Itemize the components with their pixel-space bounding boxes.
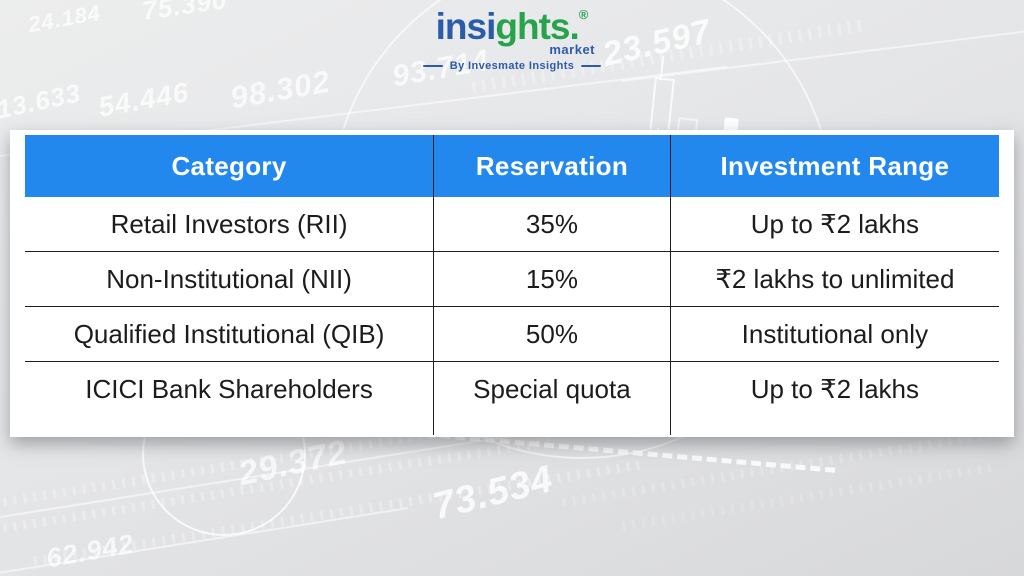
table-cell-category: ICICI Bank Shareholders <box>25 362 434 435</box>
column-header-reservation: Reservation <box>433 135 670 197</box>
table-cell-category: Qualified Institutional (QIB) <box>25 307 434 362</box>
brand-logo: insights.® market By Invesmate Insights <box>0 8 1024 72</box>
logo-text-green: ghts. <box>495 6 579 47</box>
logo-tagline: By Invesmate Insights <box>449 60 575 72</box>
table-cell-reservation: 15% <box>433 252 670 307</box>
table-panel: Category Reservation Investment Range Re… <box>10 130 1014 437</box>
column-header-category: Category <box>25 135 434 197</box>
ticker-dots-texture <box>621 462 999 531</box>
logo-sub-brand: market <box>549 42 595 57</box>
reservation-table: Category Reservation Investment Range Re… <box>25 135 999 435</box>
column-header-investment-range: Investment Range <box>669 135 999 197</box>
table-cell-category: Non-Institutional (NII) <box>25 252 434 307</box>
watermark-number: 13.633 <box>0 77 84 125</box>
table-cell-range: Up to ₹2 lakhs <box>669 197 999 252</box>
table-cell-range: ₹2 lakhs to unlimited <box>669 252 999 307</box>
logo-wordmark: insights.® <box>436 8 589 45</box>
tagline-dash-left <box>422 65 443 67</box>
logo-text-blue: insi <box>435 6 497 47</box>
table-cell-reservation: 35% <box>433 197 670 252</box>
table-cell-range: Institutional only <box>669 307 999 362</box>
table-cell-category: Retail Investors (RII) <box>25 197 434 252</box>
table-cell-reservation: Special quota <box>433 362 670 435</box>
watermark-number: 54.446 <box>95 76 192 123</box>
table-cell-range: Up to ₹2 lakhs <box>669 362 999 435</box>
logo-tagline-row: By Invesmate Insights <box>422 60 602 72</box>
registered-trademark-icon: ® <box>578 7 589 22</box>
table-cell-reservation: 50% <box>433 307 670 362</box>
tagline-dash-right <box>581 65 602 67</box>
